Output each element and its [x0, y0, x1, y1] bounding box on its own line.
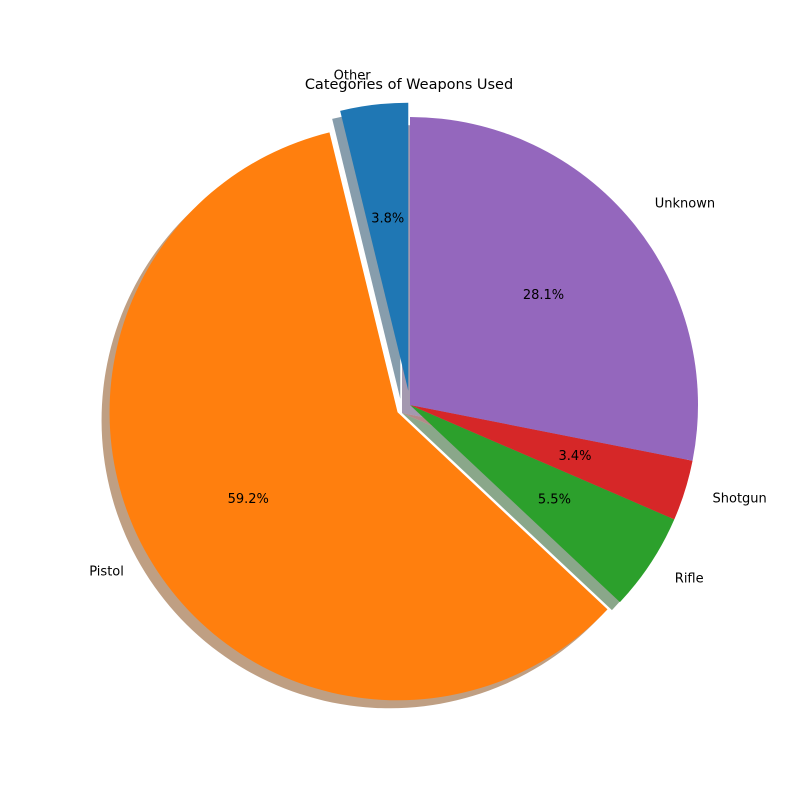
slice-label-shotgun: Shotgun: [713, 492, 767, 507]
slice-unknown: [410, 117, 698, 461]
pie-slice-layer: [109, 102, 698, 701]
slice-label-unknown: Unknown: [655, 196, 715, 211]
slice-pct-label-other: 3.8%: [371, 212, 404, 227]
pie-label-layer: Other 3.8% Pistol 59.2% Rifle 5.5% Shotgun 3.4%…: [89, 69, 767, 587]
slice-pct-label-rifle: 5.5%: [538, 492, 571, 507]
slice-pct-label-pistol: 59.2%: [228, 492, 269, 507]
slice-rifle: [410, 405, 675, 603]
slice-other: [340, 102, 409, 391]
slice-pct-label-unknown: 28.1%: [523, 288, 564, 303]
slice-pistol: [109, 132, 608, 701]
slice-label-rifle: Rifle: [675, 571, 704, 586]
slice-pct-label-shotgun: 3.4%: [558, 449, 591, 464]
chart-title: Categories of Weapons Used: [305, 77, 513, 93]
slice-shotgun: [410, 405, 693, 520]
slice-label-other: Other: [334, 69, 372, 84]
slice-label-pistol: Pistol: [89, 564, 124, 579]
